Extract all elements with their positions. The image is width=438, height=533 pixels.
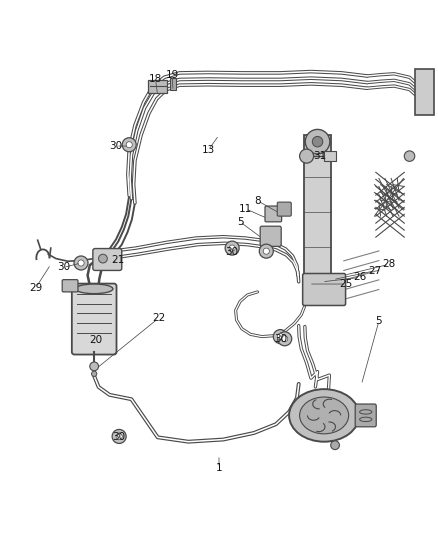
Text: 28: 28 [382, 260, 396, 269]
Text: 13: 13 [201, 146, 215, 156]
Bar [170, 78, 176, 91]
Circle shape [259, 244, 273, 258]
Ellipse shape [300, 397, 349, 434]
Circle shape [229, 245, 235, 251]
Text: 30: 30 [57, 262, 70, 272]
Circle shape [90, 362, 99, 371]
Bar [415, 69, 434, 115]
FancyBboxPatch shape [277, 202, 291, 216]
Text: 18: 18 [149, 74, 162, 84]
Text: 8: 8 [254, 196, 261, 206]
Circle shape [225, 241, 239, 255]
Circle shape [300, 149, 314, 163]
Text: 31: 31 [313, 151, 326, 161]
Text: 5: 5 [237, 217, 244, 227]
FancyBboxPatch shape [62, 280, 78, 292]
Text: 30: 30 [112, 432, 125, 442]
FancyBboxPatch shape [265, 206, 282, 222]
Circle shape [92, 371, 97, 376]
FancyBboxPatch shape [148, 80, 167, 93]
Circle shape [126, 142, 132, 148]
Circle shape [273, 329, 287, 344]
Circle shape [282, 336, 288, 342]
Text: 27: 27 [368, 266, 381, 276]
Text: 25: 25 [339, 279, 353, 289]
Circle shape [116, 433, 122, 440]
Circle shape [78, 260, 84, 266]
Bar [304, 135, 331, 284]
Text: 5: 5 [375, 316, 382, 326]
Circle shape [312, 136, 323, 147]
FancyBboxPatch shape [260, 226, 281, 246]
Bar [324, 151, 336, 161]
Text: 30: 30 [226, 247, 239, 257]
Circle shape [277, 334, 283, 340]
Circle shape [99, 254, 107, 263]
Ellipse shape [75, 284, 113, 294]
Text: 26: 26 [353, 272, 367, 282]
Text: 21: 21 [111, 255, 124, 265]
Text: 11: 11 [239, 204, 252, 214]
Circle shape [263, 248, 269, 254]
Circle shape [278, 332, 292, 346]
Circle shape [122, 138, 136, 152]
FancyBboxPatch shape [93, 248, 122, 270]
Text: 30: 30 [110, 141, 123, 151]
FancyBboxPatch shape [72, 284, 117, 354]
Text: 30: 30 [275, 334, 288, 344]
Circle shape [74, 256, 88, 270]
Ellipse shape [289, 389, 359, 442]
Circle shape [112, 430, 126, 443]
Circle shape [305, 130, 330, 154]
Text: 1: 1 [215, 463, 223, 473]
Text: 29: 29 [29, 282, 42, 293]
Text: 20: 20 [89, 335, 102, 345]
Circle shape [331, 441, 339, 449]
Text: 22: 22 [152, 313, 165, 323]
Circle shape [404, 151, 415, 161]
FancyBboxPatch shape [303, 273, 346, 305]
FancyBboxPatch shape [355, 404, 376, 427]
Text: 19: 19 [166, 70, 179, 79]
